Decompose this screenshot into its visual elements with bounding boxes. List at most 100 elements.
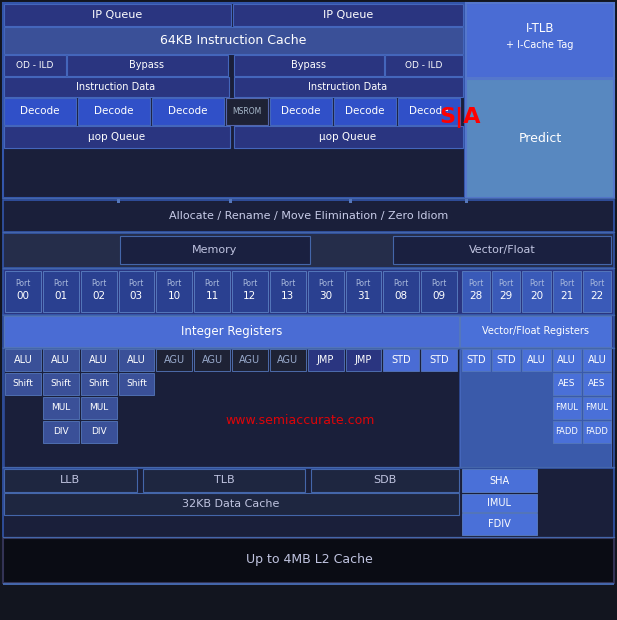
Text: IP Queue: IP Queue — [92, 10, 142, 20]
Text: Allocate / Rename / Move Elimination / Zero Idiom: Allocate / Rename / Move Elimination / Z… — [170, 211, 449, 221]
Text: STD: STD — [391, 355, 411, 365]
Text: Decode: Decode — [94, 107, 134, 117]
Bar — [81, 421, 117, 443]
Bar — [3, 348, 614, 468]
Bar — [232, 349, 268, 371]
Text: ALU: ALU — [14, 355, 32, 365]
Bar — [492, 271, 520, 312]
Bar — [4, 55, 66, 76]
Bar — [398, 98, 460, 125]
Bar — [226, 98, 268, 125]
Text: TLB: TLB — [213, 475, 234, 485]
Text: 29: 29 — [500, 291, 513, 301]
Text: FMUL: FMUL — [555, 404, 578, 412]
Text: Port: Port — [468, 278, 484, 288]
Text: ALU: ALU — [587, 355, 607, 365]
Bar — [462, 513, 537, 535]
Text: Port: Port — [394, 278, 409, 288]
Bar — [383, 349, 419, 371]
Text: Port: Port — [529, 278, 544, 288]
Text: MUL: MUL — [51, 404, 70, 412]
Bar — [349, 199, 352, 203]
Bar — [5, 349, 41, 371]
Bar — [120, 236, 310, 264]
Text: Port: Port — [53, 278, 68, 288]
Bar — [583, 373, 611, 395]
Bar — [234, 77, 463, 97]
Bar — [465, 199, 468, 203]
Text: Port: Port — [280, 278, 296, 288]
Bar — [4, 98, 76, 125]
Bar — [43, 373, 78, 395]
Text: AGU: AGU — [239, 355, 260, 365]
Bar — [553, 397, 581, 419]
Bar — [143, 469, 305, 492]
Bar — [466, 3, 614, 78]
Bar — [156, 271, 192, 312]
Bar — [462, 349, 490, 371]
Bar — [523, 349, 550, 371]
Text: Port: Port — [129, 278, 144, 288]
Bar — [4, 493, 459, 515]
Bar — [4, 27, 463, 54]
Bar — [194, 271, 230, 312]
Text: 12: 12 — [243, 291, 257, 301]
Bar — [118, 373, 154, 395]
Text: FADD: FADD — [555, 428, 578, 436]
Text: www.semiaccurate.com: www.semiaccurate.com — [225, 414, 375, 427]
Bar — [462, 271, 490, 312]
Bar — [43, 397, 78, 419]
Bar — [3, 583, 614, 585]
Text: STD: STD — [497, 355, 516, 365]
Text: Shift: Shift — [51, 379, 71, 389]
Bar — [3, 200, 614, 232]
Text: Port: Port — [559, 278, 574, 288]
Bar — [3, 315, 614, 348]
Text: Instruction Data: Instruction Data — [308, 82, 387, 92]
Bar — [334, 98, 396, 125]
Text: 22: 22 — [590, 291, 603, 301]
Bar — [232, 271, 268, 312]
Text: 01: 01 — [54, 291, 67, 301]
Bar — [308, 349, 344, 371]
Text: 64KB Instruction Cache: 64KB Instruction Cache — [160, 33, 306, 46]
Bar — [583, 271, 611, 312]
Bar — [346, 271, 381, 312]
Bar — [5, 271, 41, 312]
Bar — [67, 55, 228, 76]
Bar — [466, 79, 614, 198]
Text: Port: Port — [15, 278, 31, 288]
Text: 28: 28 — [470, 291, 482, 301]
Bar — [383, 271, 419, 312]
Bar — [81, 349, 117, 371]
Text: Shift: Shift — [12, 379, 33, 389]
Text: 10: 10 — [168, 291, 181, 301]
Text: ALU: ALU — [557, 355, 576, 365]
Text: Port: Port — [204, 278, 220, 288]
Text: SHA: SHA — [489, 476, 510, 485]
Bar — [583, 397, 611, 419]
Text: 31: 31 — [357, 291, 370, 301]
Bar — [3, 3, 465, 198]
Text: Vector/Float: Vector/Float — [469, 245, 536, 255]
Bar — [43, 271, 78, 312]
Bar — [393, 236, 611, 264]
Text: AES: AES — [588, 379, 606, 389]
Text: FDIV: FDIV — [488, 519, 511, 529]
Text: AGU: AGU — [277, 355, 298, 365]
Text: Port: Port — [242, 278, 258, 288]
Text: + I-Cache Tag: + I-Cache Tag — [507, 40, 574, 50]
Bar — [152, 98, 224, 125]
Text: μop Queue: μop Queue — [320, 132, 376, 142]
Text: Shift: Shift — [126, 379, 147, 389]
Text: 03: 03 — [130, 291, 143, 301]
Text: JMP: JMP — [317, 355, 334, 365]
Bar — [462, 494, 537, 512]
Bar — [4, 77, 229, 97]
Text: DIV: DIV — [91, 428, 106, 436]
Text: MSROM: MSROM — [233, 107, 262, 116]
Text: FADD: FADD — [586, 428, 608, 436]
Text: Decode: Decode — [346, 107, 385, 117]
Text: Port: Port — [318, 278, 333, 288]
Bar — [270, 349, 305, 371]
